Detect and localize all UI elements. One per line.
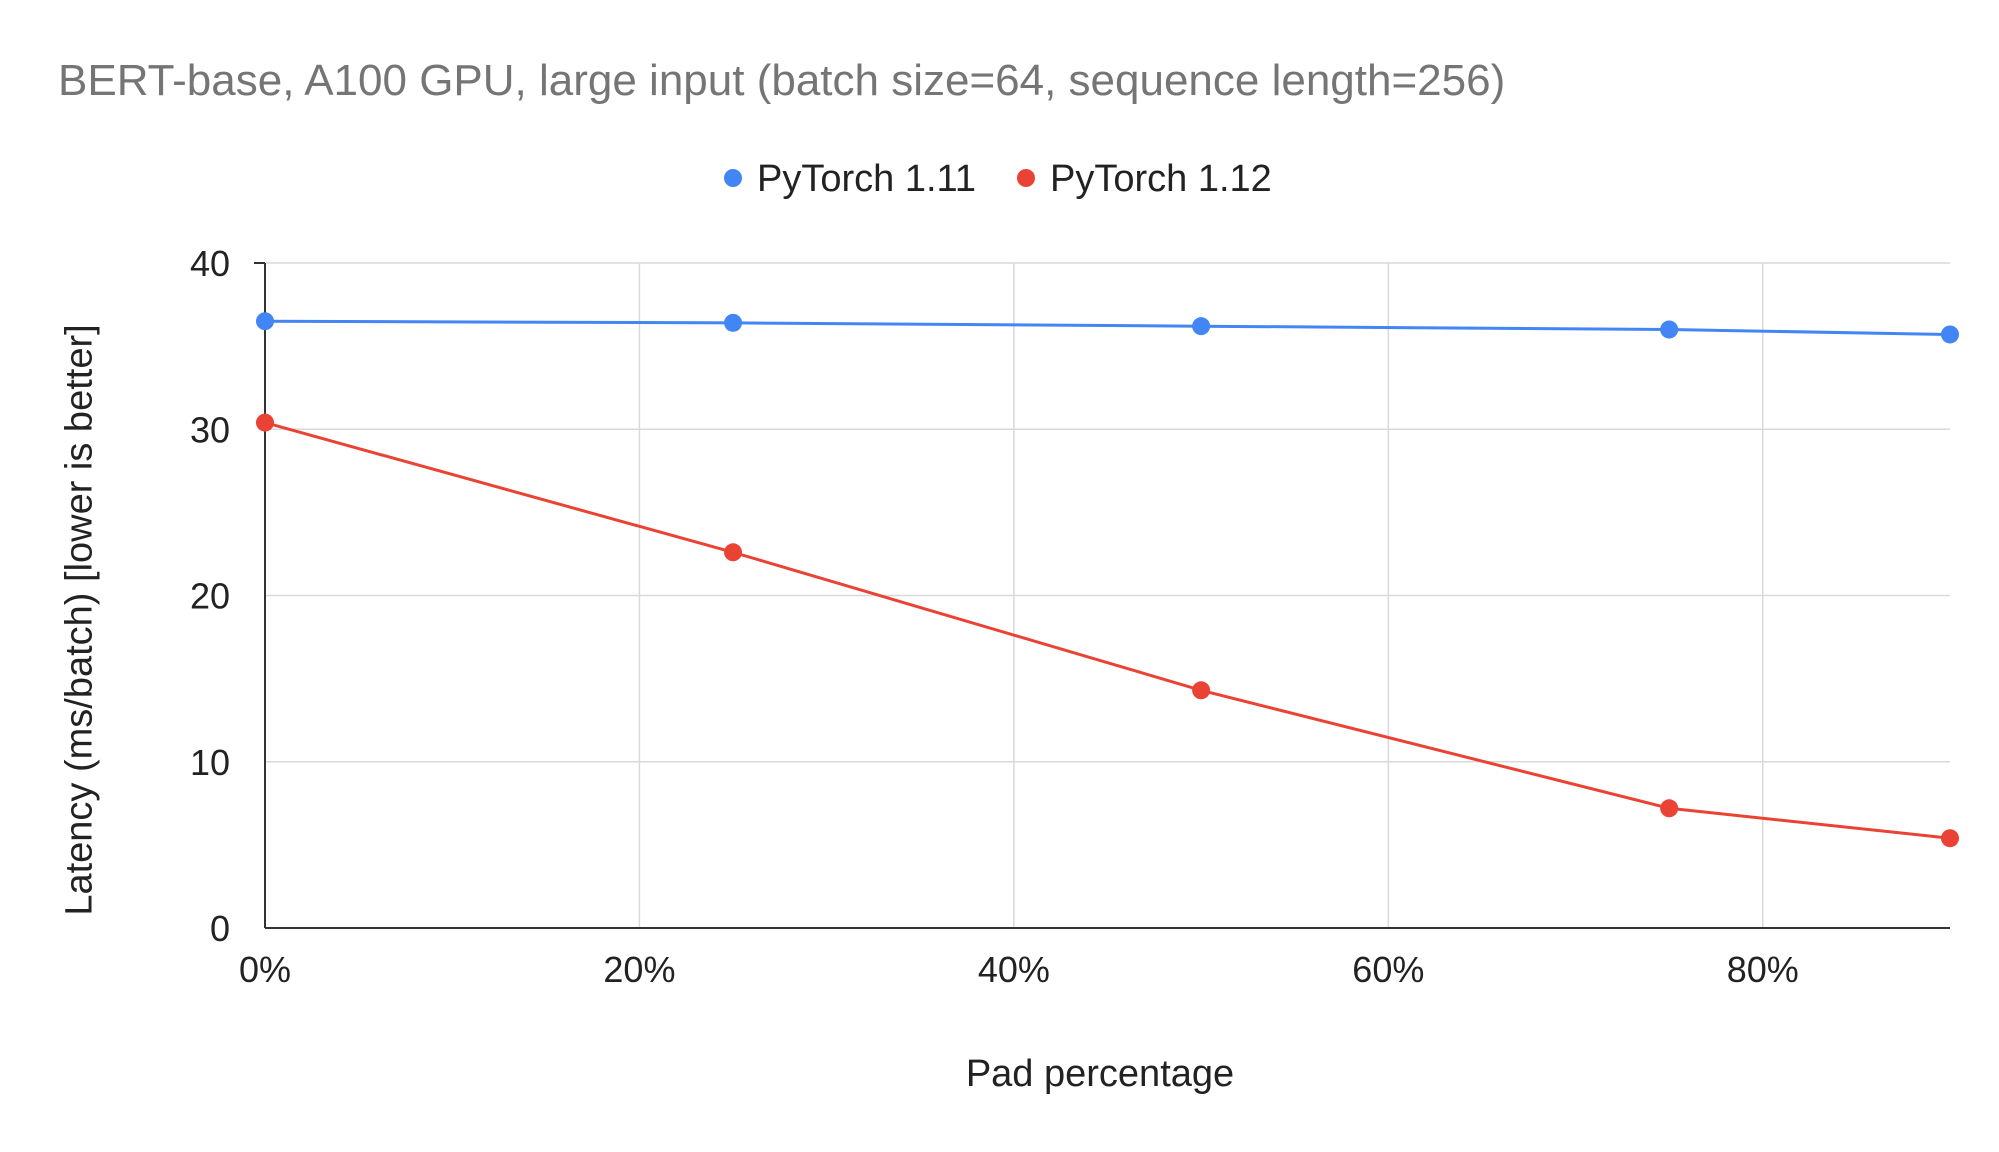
series-lines <box>264 319 1951 840</box>
legend-marker-1 <box>724 169 742 187</box>
y-tick-label: 30 <box>190 409 230 450</box>
y-tick-label: 40 <box>190 243 230 284</box>
legend: PyTorch 1.11 PyTorch 1.12 <box>724 158 1272 200</box>
gridlines <box>265 262 1950 928</box>
series-line-1 <box>264 319 1951 336</box>
series-1-point <box>1660 320 1679 339</box>
x-axis-label: Pad percentage <box>965 1053 1235 1095</box>
series-1-point <box>724 313 743 332</box>
y-tick-label: 0 <box>210 908 230 949</box>
legend-label-1: PyTorch 1.11 <box>757 158 976 200</box>
x-tick-label: 80% <box>1727 949 1799 990</box>
chart-title: BERT-base, A100 GPU, large input (batch … <box>58 56 1506 105</box>
legend-item-2: PyTorch 1.12 <box>1017 158 1272 200</box>
series-1-point <box>1941 325 1959 344</box>
series-1-point <box>256 312 274 331</box>
series-2-point <box>1660 799 1679 818</box>
series-2-point <box>724 543 743 562</box>
x-tick-label: 60% <box>1352 949 1424 990</box>
y-axis-label: Latency (ms/batch) [lower is better] <box>58 324 101 916</box>
x-tick-label: 20% <box>603 949 675 990</box>
series-2-point <box>256 413 274 432</box>
series-1-point <box>1192 317 1211 336</box>
y-tick-label: 10 <box>190 742 230 783</box>
x-tick-label: 40% <box>978 949 1050 990</box>
series-2-point <box>1192 681 1211 700</box>
legend-label-2: PyTorch 1.12 <box>1050 158 1272 200</box>
legend-marker-2 <box>1017 169 1035 187</box>
series-2-point <box>1941 829 1959 848</box>
axes <box>254 262 1950 929</box>
legend-item-1: PyTorch 1.11 <box>724 158 976 200</box>
tick-labels: 0 10 20 30 40 0% 20% 40% 60% 80% <box>190 243 1799 990</box>
series-points <box>256 312 1959 848</box>
x-tick-label: 0% <box>239 949 291 990</box>
series-line-2 <box>264 421 1951 840</box>
y-tick-label: 20 <box>190 576 230 617</box>
